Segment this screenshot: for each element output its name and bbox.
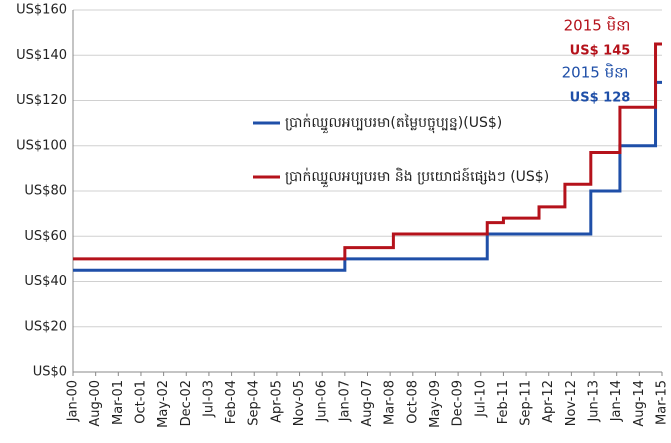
annotation: 2015 មិនា bbox=[562, 63, 629, 82]
y-tick-label: US$40 bbox=[24, 274, 67, 289]
y-tick-label: US$120 bbox=[16, 93, 67, 108]
x-tick-label: Aug-07 bbox=[360, 380, 375, 427]
y-tick-label: US$60 bbox=[24, 229, 67, 244]
x-tick-label: Apr-05 bbox=[269, 380, 284, 423]
y-tick-label: US$20 bbox=[24, 319, 67, 334]
annotation: US$ 145 bbox=[570, 44, 631, 59]
y-tick-label: US$140 bbox=[16, 48, 67, 63]
legend-label: ប្រាក់ឈ្នួលអប្បបរមា(តម្លៃបច្ចុប្បន្ន)(US… bbox=[285, 113, 502, 134]
x-tick-label: Jan-00 bbox=[66, 380, 81, 422]
x-tick-label: Nov-05 bbox=[292, 380, 307, 426]
annotation: 2015 មិនា bbox=[564, 16, 631, 35]
x-tick-label: May-02 bbox=[156, 380, 171, 428]
x-tick-label: Aug-14 bbox=[632, 380, 647, 427]
x-tick-label: Mar-08 bbox=[383, 380, 398, 425]
x-tick-label: Oct-01 bbox=[133, 380, 148, 424]
x-tick-label: Mar-01 bbox=[111, 380, 126, 425]
x-tick-label: May-09 bbox=[428, 380, 443, 428]
y-tick-label: US$80 bbox=[24, 184, 67, 199]
x-tick-label: Nov-12 bbox=[564, 380, 579, 426]
x-tick-label: Jan-14 bbox=[609, 380, 624, 422]
x-tick-label: Mar-15 bbox=[655, 380, 670, 425]
legend-label: ប្រាក់ឈ្នួលអប្បបរមា និង ប្រយោជន៍ផ្សេងៗ (… bbox=[285, 167, 549, 188]
y-tick-label: US$100 bbox=[16, 138, 67, 153]
x-tick-label: Aug-00 bbox=[88, 380, 103, 427]
x-tick-label: Sep-11 bbox=[519, 380, 534, 426]
y-tick-label: US$160 bbox=[16, 3, 67, 18]
x-tick-label: Sep-04 bbox=[247, 380, 262, 426]
x-tick-label: Feb-04 bbox=[224, 380, 239, 424]
x-tick-label: Jul-03 bbox=[201, 380, 216, 418]
x-tick-label: Dec-02 bbox=[179, 380, 194, 426]
series-line bbox=[73, 80, 662, 272]
x-tick-label: Jun-13 bbox=[587, 380, 602, 423]
annotation: US$ 128 bbox=[570, 91, 631, 106]
y-tick-label: US$0 bbox=[33, 365, 67, 380]
x-tick-label: Jun-06 bbox=[315, 380, 330, 423]
x-tick-label: Oct-08 bbox=[405, 380, 420, 424]
series-line bbox=[73, 42, 662, 261]
x-tick-label: Jul-10 bbox=[473, 380, 488, 418]
x-tick-label: Feb-11 bbox=[496, 380, 511, 424]
x-tick-label: Dec-09 bbox=[451, 380, 466, 426]
x-tick-label: Apr-12 bbox=[541, 380, 556, 423]
x-tick-label: Jan-07 bbox=[337, 380, 352, 422]
